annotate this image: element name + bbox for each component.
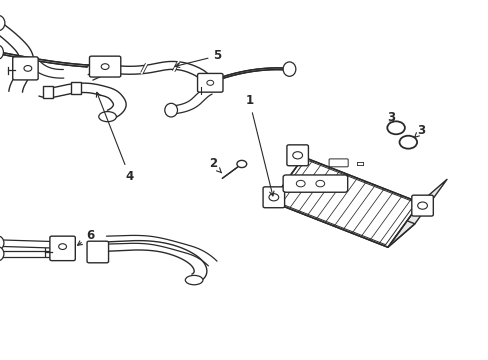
- Text: 4: 4: [96, 92, 133, 183]
- Ellipse shape: [185, 275, 203, 285]
- Polygon shape: [0, 251, 54, 257]
- Polygon shape: [106, 240, 206, 282]
- Polygon shape: [0, 22, 34, 92]
- Ellipse shape: [0, 247, 4, 261]
- Ellipse shape: [283, 62, 295, 76]
- Polygon shape: [387, 179, 446, 247]
- Ellipse shape: [315, 180, 324, 187]
- Text: 2: 2: [208, 157, 221, 173]
- FancyBboxPatch shape: [87, 241, 108, 263]
- Polygon shape: [271, 157, 419, 247]
- Polygon shape: [88, 69, 104, 80]
- Polygon shape: [39, 83, 126, 119]
- Ellipse shape: [386, 121, 404, 134]
- FancyBboxPatch shape: [283, 175, 347, 192]
- FancyBboxPatch shape: [71, 82, 81, 94]
- Text: 1: 1: [245, 94, 273, 196]
- Ellipse shape: [59, 244, 66, 249]
- FancyBboxPatch shape: [43, 86, 53, 98]
- FancyBboxPatch shape: [50, 236, 75, 261]
- Text: 5: 5: [175, 49, 221, 67]
- Ellipse shape: [164, 103, 177, 117]
- Polygon shape: [32, 62, 63, 78]
- Ellipse shape: [268, 194, 278, 201]
- Text: 3: 3: [386, 111, 394, 123]
- Ellipse shape: [296, 180, 305, 187]
- Polygon shape: [271, 178, 414, 247]
- Ellipse shape: [0, 236, 4, 250]
- Polygon shape: [173, 87, 212, 114]
- FancyBboxPatch shape: [13, 57, 38, 80]
- Ellipse shape: [99, 112, 116, 122]
- Ellipse shape: [417, 202, 427, 209]
- Ellipse shape: [0, 15, 5, 31]
- Ellipse shape: [236, 161, 246, 168]
- Text: 3: 3: [417, 124, 425, 137]
- Text: 6: 6: [78, 229, 94, 245]
- Ellipse shape: [24, 66, 32, 71]
- Polygon shape: [106, 235, 217, 266]
- Ellipse shape: [0, 45, 3, 59]
- FancyBboxPatch shape: [328, 159, 347, 167]
- FancyBboxPatch shape: [197, 73, 223, 92]
- FancyBboxPatch shape: [411, 195, 432, 216]
- FancyBboxPatch shape: [286, 145, 308, 166]
- FancyBboxPatch shape: [89, 56, 121, 77]
- Polygon shape: [118, 62, 210, 81]
- Ellipse shape: [101, 64, 109, 69]
- Ellipse shape: [206, 80, 213, 85]
- Polygon shape: [86, 58, 104, 71]
- FancyBboxPatch shape: [263, 187, 284, 208]
- Ellipse shape: [399, 136, 416, 149]
- Polygon shape: [0, 240, 54, 248]
- Ellipse shape: [292, 152, 302, 159]
